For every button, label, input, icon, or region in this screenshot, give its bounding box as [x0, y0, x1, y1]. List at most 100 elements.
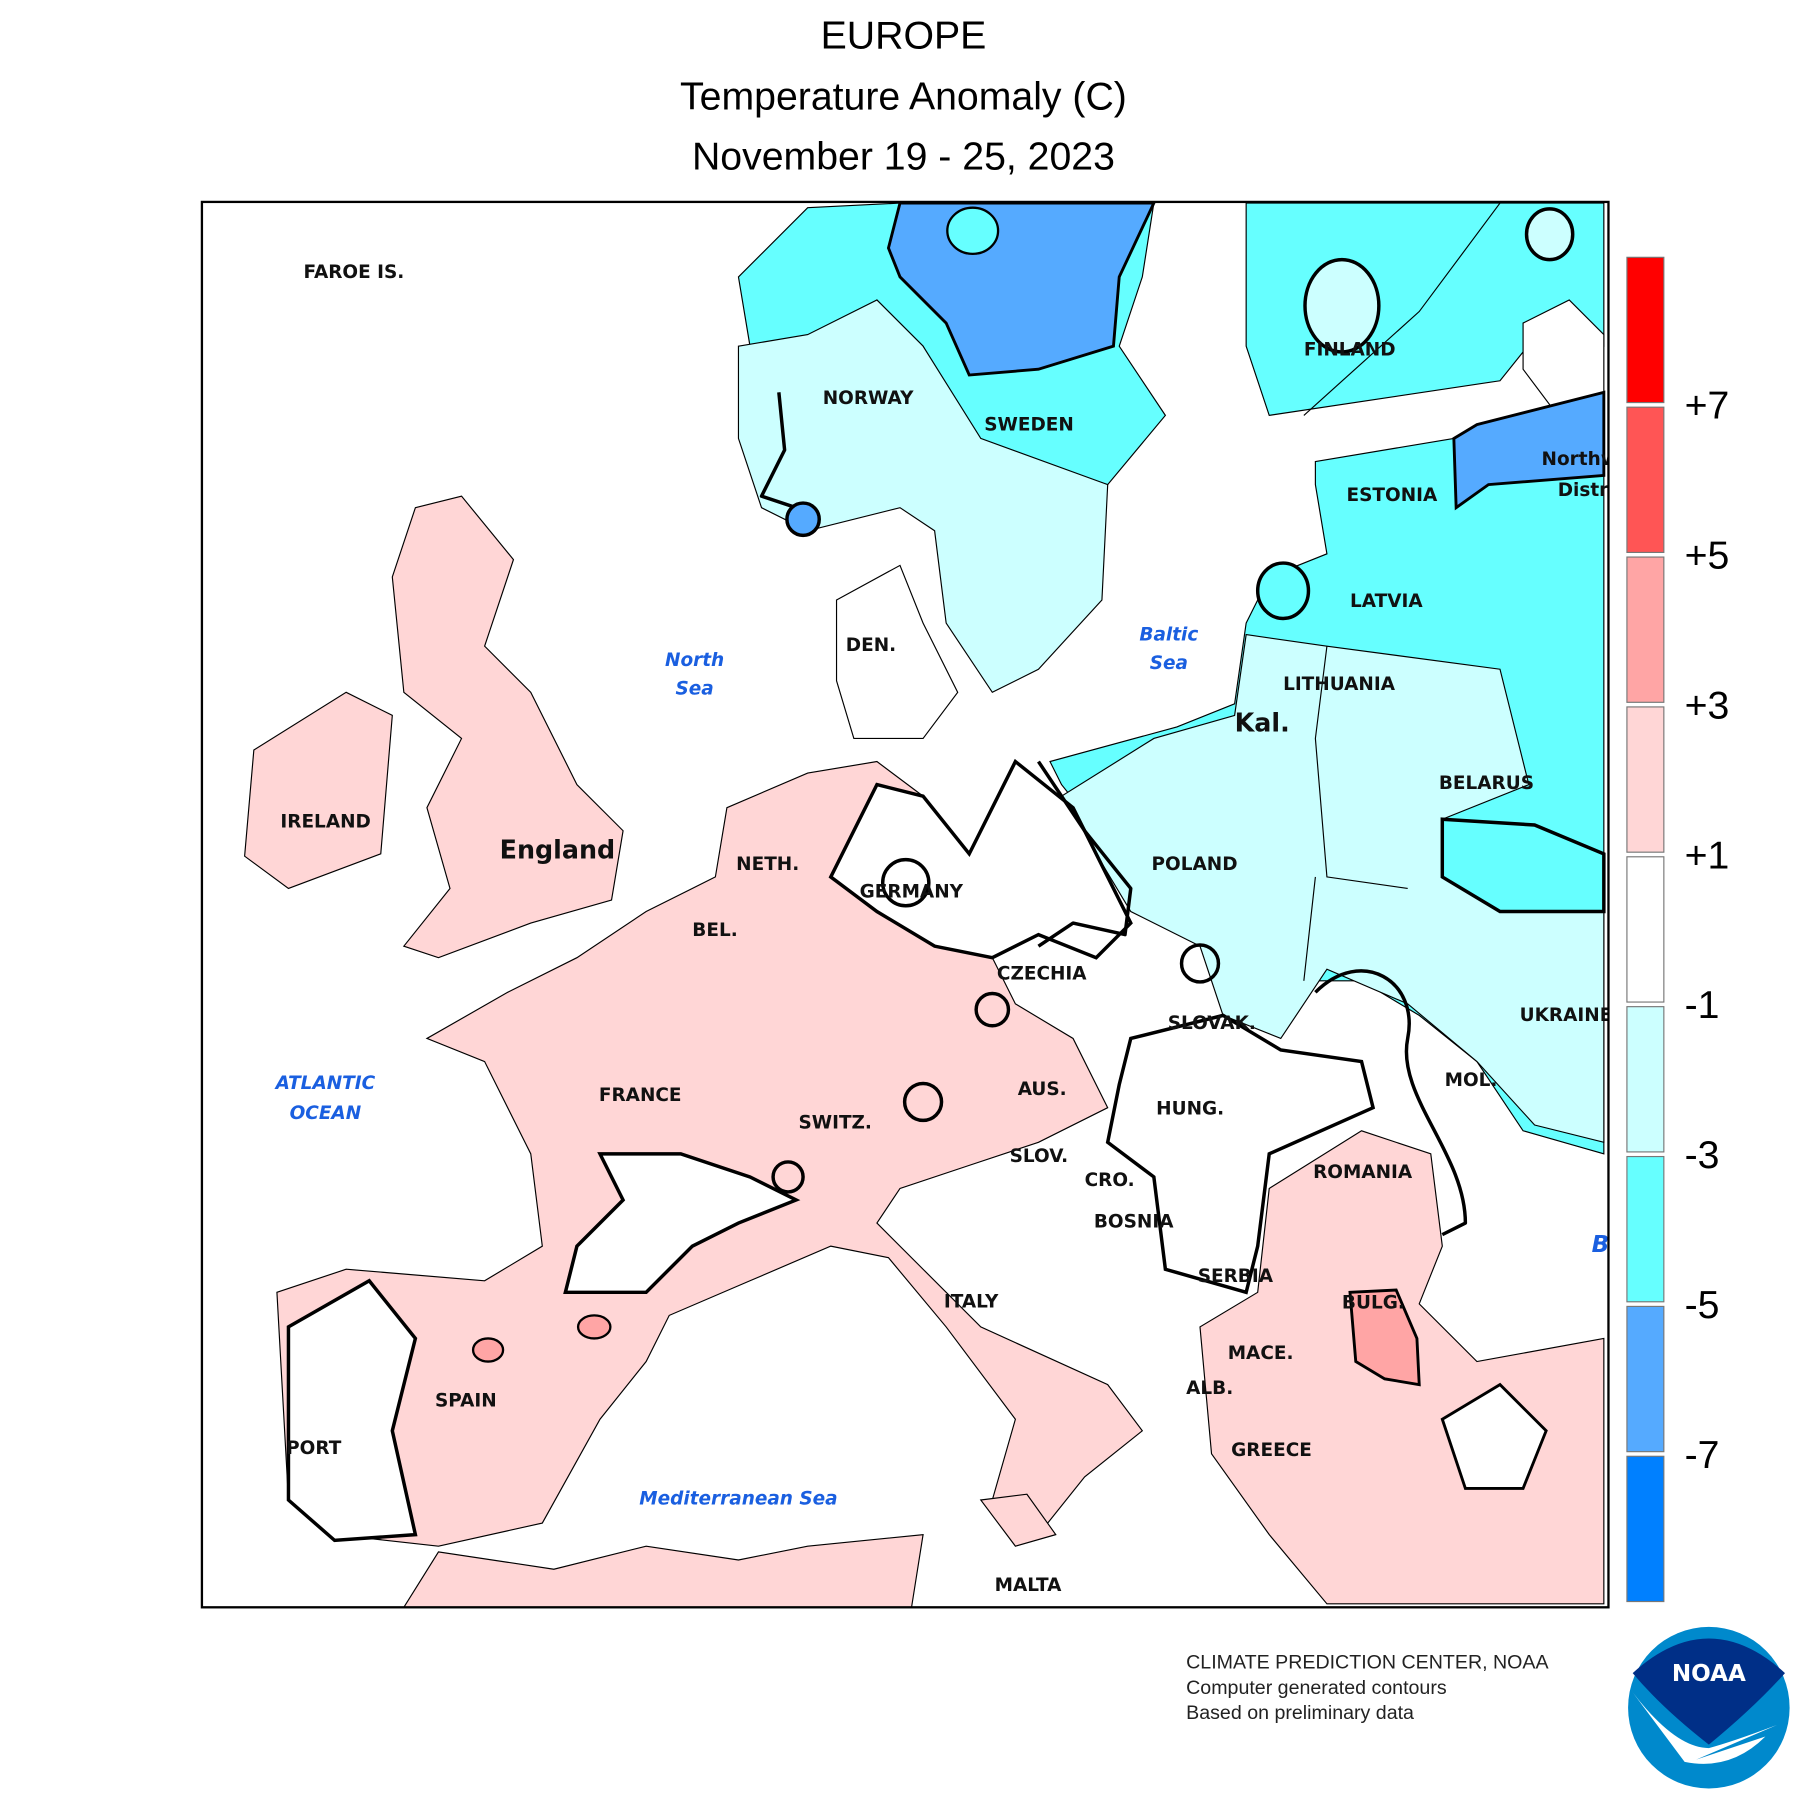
baltic-sea-label: Baltic — [1139, 624, 1198, 645]
contour-ring — [946, 206, 1000, 255]
country-label: GREECE — [1231, 1440, 1312, 1461]
contour-ring — [1255, 561, 1311, 621]
contour-ring — [902, 1081, 944, 1123]
legend-tick-label: -3 — [1685, 1133, 1720, 1177]
contour-ring — [576, 1314, 612, 1340]
credit-line: CLIMATE PREDICTION CENTER, NOAA — [1186, 1651, 1549, 1673]
country-label: MACE. — [1228, 1343, 1294, 1364]
legend-swatch — [1626, 706, 1665, 853]
color-legend: +7 +5 +3 +1 -1 -3 -5 -7 — [1626, 256, 1730, 1603]
country-label: CRO. — [1085, 1170, 1135, 1191]
contour-ring — [471, 1337, 505, 1363]
border-line — [1303, 202, 1501, 981]
country-label: BULG. — [1342, 1292, 1405, 1313]
region-bulgaria-darkpink — [1348, 1288, 1421, 1387]
country-label: Kal. — [1235, 708, 1290, 738]
credit-note-2: Based on preliminary data — [1186, 1702, 1414, 1724]
map-area: FAROE IS. NORWAY SWEDEN FINLAND ESTONIA LATVI… — [201, 201, 1613, 1608]
legend-tick-label: +1 — [1685, 833, 1730, 877]
region-south-france-white — [563, 1152, 801, 1295]
country-label: CZECHIA — [997, 964, 1087, 985]
country-label: MALTA — [995, 1575, 1063, 1596]
contour-line — [1037, 760, 1133, 948]
country-label: ALB. — [1186, 1378, 1233, 1399]
country-label: FRANCE — [599, 1085, 682, 1106]
country-label: POLAND — [1152, 854, 1238, 875]
region-south-scandinavia-lightcyan — [737, 299, 1109, 694]
contour-ring — [771, 1160, 805, 1194]
legend-tick-label: +3 — [1685, 683, 1730, 727]
country-label: SLOVAK. — [1168, 1013, 1256, 1034]
country-label: ITALY — [944, 1291, 999, 1312]
legend-tick-label: +7 — [1685, 384, 1730, 428]
contour-ring — [1524, 207, 1575, 262]
legend-swatch — [1626, 556, 1665, 703]
region-finland-cyan — [1245, 202, 1605, 417]
country-label: GERMANY — [860, 882, 964, 903]
country-label: NORWAY — [823, 388, 914, 409]
region-sicily-pink — [979, 1493, 1057, 1547]
country-label: UKRAINE — [1520, 1005, 1613, 1026]
region-belarus-cyan-patch — [1440, 817, 1606, 914]
map-frame — [200, 200, 1610, 1609]
legend-swatch — [1626, 856, 1665, 1003]
region-iberia-white — [286, 1278, 418, 1543]
region-germany-east-white — [828, 758, 1133, 960]
contour-ring — [880, 857, 931, 908]
country-label: IRELAND — [280, 811, 370, 832]
legend-swatch — [1626, 1155, 1665, 1303]
country-label: LATVIA — [1350, 591, 1423, 612]
country-label: SWEDEN — [984, 414, 1074, 435]
contour-ring — [1179, 943, 1221, 984]
country-label: SLOV. — [1010, 1146, 1069, 1167]
country-label: SPAIN — [435, 1391, 497, 1412]
contour-line — [759, 392, 797, 510]
country-label: AUS. — [1018, 1079, 1067, 1100]
country-label: ESTONIA — [1347, 485, 1438, 506]
region-denmark — [835, 564, 959, 740]
country-label: SERBIA — [1198, 1266, 1274, 1287]
legend-swatch — [1626, 1305, 1665, 1453]
region-ireland-pink — [244, 691, 393, 890]
legend-swatch — [1626, 1455, 1665, 1603]
mediterranean-label: Mediterranean Sea — [639, 1489, 837, 1510]
region-nw-russia-blue — [1452, 390, 1606, 511]
contour-ring — [785, 501, 821, 538]
country-label: DEN. — [846, 635, 896, 656]
atlantic-label-2: OCEAN — [290, 1103, 362, 1124]
credit-note-1: Computer generated contours — [1186, 1677, 1447, 1699]
country-label: FINLAND — [1304, 339, 1396, 360]
north-sea-label-2: Sea — [675, 679, 713, 700]
title-region: EUROPE — [821, 13, 987, 57]
legend-swatch — [1626, 256, 1665, 404]
country-label: ROMANIA — [1313, 1162, 1413, 1183]
legend-tick-label: +5 — [1685, 534, 1730, 578]
title-dates: November 19 - 25, 2023 — [692, 135, 1115, 179]
region-britain-pink — [391, 495, 624, 959]
country-label: LITHUANIA — [1283, 674, 1396, 695]
black-sea-label: B — [1592, 1232, 1610, 1258]
noaa-logo: NOAA — [1626, 1626, 1790, 1789]
title-variable: Temperature Anomaly (C) — [680, 75, 1127, 119]
country-label: FAROE IS. — [303, 262, 404, 283]
legend-swatch — [1626, 1006, 1665, 1153]
atlantic-label: ATLANTIC — [274, 1073, 376, 1094]
country-label: SWITZ. — [798, 1112, 872, 1133]
baltic-sea-label-2: Sea — [1150, 653, 1188, 674]
country-label: BELARUS — [1439, 773, 1534, 794]
region-north-africa-pink — [403, 1533, 924, 1608]
legend-tick-label: -1 — [1685, 983, 1720, 1027]
country-label: MOL. — [1445, 1070, 1498, 1091]
region-turkey-white — [1440, 1382, 1548, 1490]
region-finland-lightcyan-patch — [1303, 257, 1381, 354]
legend-tick-label: -7 — [1685, 1433, 1720, 1477]
country-label: BOSNIA — [1094, 1212, 1174, 1233]
legend-tick-label: -5 — [1685, 1283, 1720, 1327]
region-central-balkans-white — [1105, 1013, 1376, 1295]
country-label: NETH. — [736, 854, 799, 875]
noaa-logo-text: NOAA — [1672, 1661, 1746, 1687]
country-label: BEL. — [692, 920, 737, 941]
legend-swatch — [1626, 406, 1665, 554]
country-label: England — [500, 834, 616, 864]
north-sea-label: North — [665, 650, 724, 671]
